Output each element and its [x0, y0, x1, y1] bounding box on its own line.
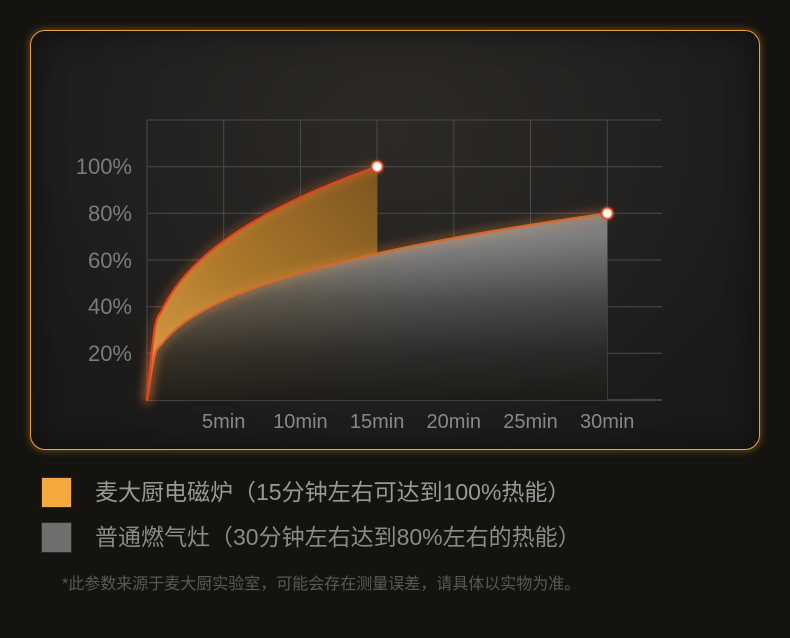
svg-text:15min: 15min	[350, 411, 404, 433]
svg-text:20%: 20%	[88, 341, 132, 366]
svg-text:80%: 80%	[88, 201, 132, 226]
svg-text:20min: 20min	[427, 411, 481, 433]
svg-text:30min: 30min	[580, 411, 634, 433]
svg-text:10min: 10min	[273, 411, 327, 433]
svg-text:25min: 25min	[503, 411, 557, 433]
svg-text:60%: 60%	[88, 248, 132, 273]
svg-text:100%: 100%	[76, 154, 132, 179]
svg-text:40%: 40%	[88, 294, 132, 319]
svg-text:5min: 5min	[202, 411, 245, 433]
